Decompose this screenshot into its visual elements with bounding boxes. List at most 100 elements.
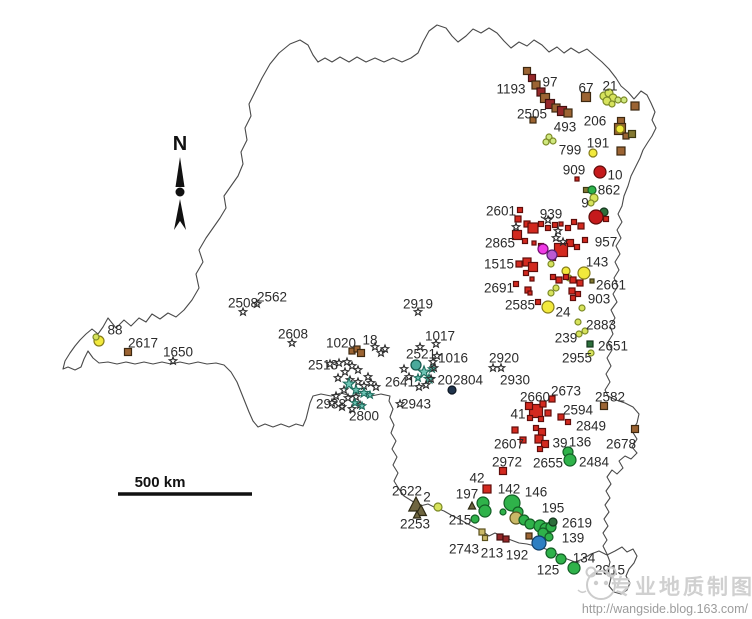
- site-label-2521: 2521: [406, 347, 436, 362]
- map-marker-st-black: [398, 363, 410, 374]
- site-label-2804: 2804: [453, 373, 484, 388]
- site-label-2678: 2678: [606, 437, 636, 452]
- map-marker-st-black: [414, 341, 426, 352]
- map-marker-st-black: [167, 355, 179, 366]
- map-marker-st-black: [338, 384, 350, 395]
- map-marker-st-black: [346, 403, 358, 414]
- site-label-2943: 2943: [401, 397, 431, 412]
- map-marker-sq-red: [548, 395, 556, 403]
- scale-bar-label: 500 km: [135, 474, 186, 491]
- map-marker-ci-navy: [447, 385, 457, 395]
- site-label-2608: 2608: [278, 327, 308, 342]
- site-label-10: 10: [607, 168, 622, 183]
- map-marker-st-black: [369, 341, 381, 352]
- site-label-2513: 2513: [308, 358, 338, 373]
- scale-bar: 500 km: [118, 474, 252, 496]
- site-label-1016: 1016: [438, 351, 468, 366]
- map-marker-st-tealst: [357, 386, 371, 399]
- map-marker-sq-brown: [616, 146, 626, 156]
- map-marker-sq-red: [544, 224, 552, 232]
- site-label-192: 192: [506, 548, 529, 563]
- map-marker-st-black: [430, 338, 442, 349]
- map-marker-ci-redci: [588, 209, 604, 225]
- watermark-panda-logo-icon: [577, 566, 617, 600]
- site-label-139: 139: [562, 531, 585, 546]
- site-label-20: 20: [437, 373, 452, 388]
- map-marker-st-black: [431, 350, 443, 361]
- map-marker-sq-brown: [630, 424, 640, 434]
- map-marker-ci-yellow: [577, 266, 591, 280]
- map-marker-ci-violet: [546, 249, 558, 261]
- map-marker-st-black: [420, 379, 432, 390]
- map-marker-sq-red: [555, 276, 563, 284]
- map-marker-sq-red: [526, 414, 534, 422]
- site-label-2691: 2691: [484, 281, 514, 296]
- map-marker-st-black: [552, 225, 564, 236]
- map-marker-ci-yg: [587, 199, 595, 207]
- site-label-67: 67: [578, 81, 593, 96]
- site-label-2849: 2849: [576, 419, 606, 434]
- site-label-2622: 2622: [392, 484, 422, 499]
- north-arrow-hub: [175, 187, 185, 197]
- map-marker-st-black: [286, 337, 298, 348]
- map-marker-st-black: [379, 343, 391, 354]
- watermark: 专业地质制图 http://wangside.blog.163.com/: [577, 566, 752, 616]
- site-label-903: 903: [588, 292, 611, 307]
- site-label-197: 197: [456, 487, 479, 502]
- map-marker-sq-red: [539, 400, 547, 408]
- map-marker-sq-red: [540, 439, 550, 449]
- map-marker-sq-red: [576, 279, 584, 287]
- site-label-2915: 2915: [595, 563, 625, 578]
- north-arrow-tail: [174, 199, 186, 230]
- map-marker-sq-red: [569, 294, 577, 302]
- site-label-2505: 2505: [517, 107, 547, 122]
- site-label-2955: 2955: [562, 351, 592, 366]
- map-marker-ci-green: [470, 514, 480, 524]
- map-marker-ci-yg: [587, 349, 595, 357]
- site-label-2619: 2619: [562, 516, 592, 531]
- site-label-2865: 2865: [485, 236, 515, 251]
- map-marker-sq-darkred: [496, 533, 504, 541]
- map-marker-sq-red: [534, 434, 544, 444]
- site-label-2919: 2919: [403, 297, 433, 312]
- site-label-191: 191: [587, 136, 610, 151]
- map-marker-sq-red: [527, 261, 539, 273]
- map-marker-st-black: [237, 306, 249, 317]
- map-marker-sq-red: [532, 424, 540, 432]
- map-marker-ci-yg: [433, 502, 443, 512]
- map-marker-sq-red: [557, 413, 565, 421]
- site-label-2883: 2883: [586, 318, 616, 333]
- map-marker-st-black: [346, 360, 358, 371]
- map-marker-st-black: [510, 221, 522, 232]
- map-marker-st-tealst: [349, 397, 361, 408]
- map-marker-ci-green: [587, 185, 597, 195]
- map-marker-sq-red: [569, 276, 577, 284]
- site-label-2673: 2673: [551, 384, 581, 399]
- map-marker-ci-dkgreen: [548, 517, 558, 527]
- site-label-18: 18: [362, 333, 377, 348]
- map-marker-st-black: [365, 377, 377, 388]
- site-label-195: 195: [542, 501, 565, 516]
- map-marker-ci-yg: [608, 100, 616, 108]
- site-label-97: 97: [542, 75, 557, 90]
- site-label-125: 125: [537, 563, 560, 578]
- site-label-2: 2: [423, 490, 431, 505]
- map-marker-sq-red: [522, 269, 530, 277]
- map-marker-sq-brown: [356, 348, 366, 358]
- site-label-2594: 2594: [563, 403, 594, 418]
- map-marker-st-tealst: [356, 400, 368, 411]
- map-marker-sq-red: [524, 401, 534, 411]
- watermark-brand-text: 专业地质制图: [611, 575, 752, 599]
- site-label-2617: 2617: [128, 336, 158, 351]
- site-label-2930: 2930: [500, 373, 530, 388]
- site-label-2484: 2484: [579, 455, 610, 470]
- map-marker-sq-red: [602, 215, 610, 223]
- site-label-239: 239: [555, 331, 578, 346]
- map-marker-sq-red: [564, 224, 572, 232]
- map-marker-sq-red: [558, 221, 564, 227]
- map-marker-st-black: [341, 356, 353, 367]
- map-marker-ci-green: [545, 547, 557, 559]
- map-marker-st-black: [557, 236, 569, 247]
- map-marker-ci-magenta: [537, 243, 549, 255]
